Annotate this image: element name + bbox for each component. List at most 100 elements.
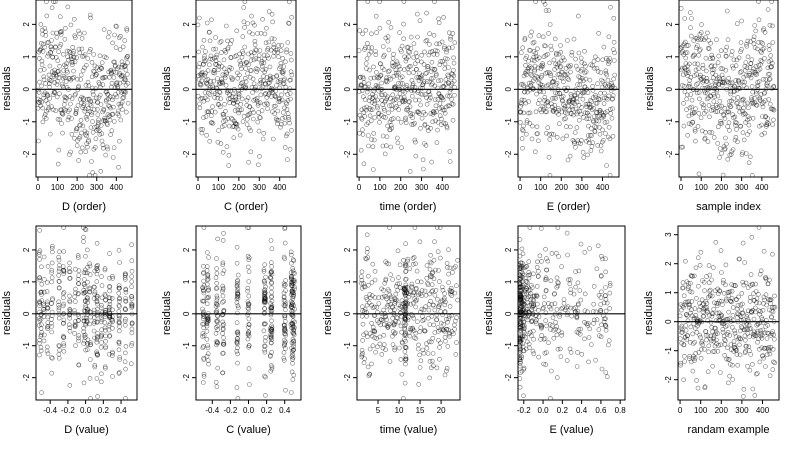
scatter-point <box>747 154 753 160</box>
scatter-point <box>594 266 600 272</box>
scatter-point <box>129 326 135 332</box>
scatter-point <box>201 278 206 284</box>
scatter-point <box>244 98 250 103</box>
scatter-point <box>82 52 88 57</box>
scatter-point <box>124 54 130 60</box>
scatter-point <box>365 334 370 340</box>
y-tick-label: -1 <box>22 342 31 350</box>
scatter-point <box>397 262 403 268</box>
scatter-point <box>39 264 44 270</box>
scatter-point <box>270 136 276 142</box>
scatter-point <box>704 96 710 102</box>
scatter-point <box>555 346 561 352</box>
scatter-point <box>575 301 581 307</box>
scatter-point <box>282 226 288 230</box>
scatter-point <box>381 52 387 58</box>
scatter-point <box>574 96 579 101</box>
scatter-point <box>549 301 555 307</box>
scatter-point <box>720 302 725 307</box>
scatter-point <box>80 68 86 73</box>
scatter-point <box>81 380 87 386</box>
scatter-point <box>756 17 762 23</box>
scatter-point <box>95 301 100 307</box>
scatter-point <box>95 331 100 336</box>
scatter-point <box>430 75 436 81</box>
scatter-point <box>426 97 432 103</box>
scatter-point <box>529 73 535 79</box>
scatter-point <box>73 286 78 292</box>
scatter-point <box>519 97 525 103</box>
scatter-point <box>430 288 435 294</box>
scatter-point <box>526 58 531 64</box>
scatter-point <box>114 94 120 100</box>
scatter-point <box>380 143 386 149</box>
scatter-point <box>544 100 549 106</box>
scatter-point <box>363 256 368 261</box>
scatter-point <box>425 64 431 69</box>
scatter-point <box>36 56 42 61</box>
scatter-point <box>598 90 603 96</box>
scatter-point <box>745 54 751 60</box>
scatter-point <box>734 127 739 132</box>
scatter-point <box>268 238 274 243</box>
scatter-point <box>406 70 412 76</box>
scatter-point <box>392 345 398 351</box>
scatter-point <box>281 290 287 296</box>
scatter-point <box>94 241 100 246</box>
scatter-point <box>747 367 753 373</box>
scatter-point <box>107 333 113 338</box>
scatter-point <box>277 85 282 91</box>
scatter-point <box>767 277 772 283</box>
scatter-point <box>599 289 604 295</box>
scatter-point <box>87 12 93 18</box>
scatter-point <box>411 70 416 75</box>
y-tick-label: 2 <box>22 247 31 252</box>
scatter-point <box>381 67 387 72</box>
scatter-point <box>444 49 449 55</box>
scatter-point <box>546 31 551 36</box>
scatter-point <box>602 316 607 322</box>
scatter-point <box>741 137 747 143</box>
x-tick-label: -0.4 <box>205 406 219 415</box>
scatter-point <box>242 25 247 30</box>
scatter-point <box>574 329 580 335</box>
scatter-point <box>593 118 599 124</box>
scatter-point <box>395 140 401 146</box>
scatter-point <box>724 44 730 50</box>
scatter-point <box>381 322 387 327</box>
scatter-point <box>395 71 401 76</box>
scatter-point <box>94 266 100 272</box>
scatter-point <box>365 41 370 46</box>
scatter-point <box>554 307 560 312</box>
scatter-point <box>369 302 375 308</box>
scatter-point <box>599 253 604 259</box>
scatter-point <box>684 92 690 98</box>
scatter-point <box>45 264 51 269</box>
scatter-point <box>713 331 718 337</box>
scatter-point <box>282 325 288 331</box>
scatter-point <box>683 323 689 328</box>
scatter-point <box>720 76 726 81</box>
scatter-point <box>225 45 231 51</box>
scatter-point <box>214 280 219 286</box>
x-tick-label: 300 <box>253 183 267 192</box>
scatter-point <box>437 345 442 350</box>
y-tick-label: 1 <box>22 54 31 59</box>
scatter-point <box>37 340 42 346</box>
scatter-point <box>538 226 544 231</box>
scatter-point <box>704 79 710 84</box>
scatter-point <box>92 289 98 295</box>
scatter-point <box>117 357 122 362</box>
scatter-point <box>235 360 240 366</box>
scatter-point <box>101 27 107 32</box>
scatter-point <box>692 306 698 311</box>
scatter-point <box>685 43 691 48</box>
scatter-point <box>444 124 450 129</box>
scatter-point <box>110 111 116 117</box>
scatter-point <box>216 64 221 69</box>
scatter-point <box>576 74 582 79</box>
scatter-point <box>204 301 210 307</box>
scatter-point <box>38 345 44 350</box>
scatter-point <box>431 257 437 263</box>
scatter-point <box>418 358 424 364</box>
